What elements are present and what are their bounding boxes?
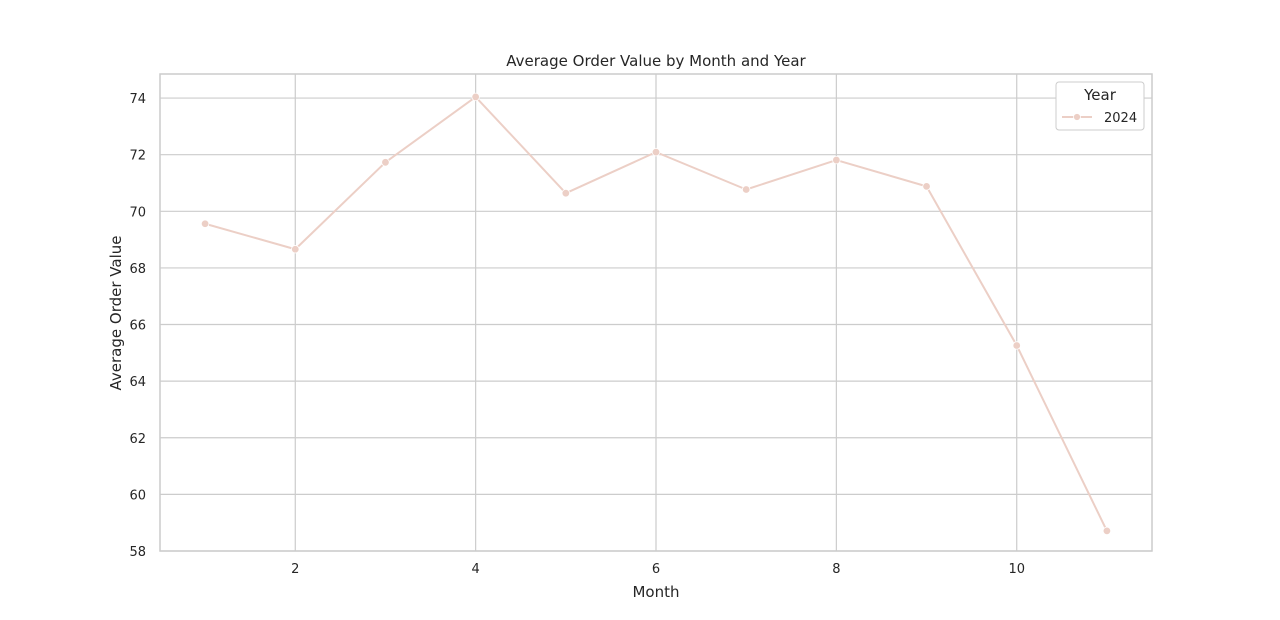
data-point-2024-1 [200, 219, 210, 228]
legend-title: Year [1083, 86, 1117, 104]
y-tick-label-62: 62 [129, 432, 146, 447]
data-point-2024-6 [651, 147, 661, 157]
data-point-2024-10 [1012, 341, 1021, 350]
data-point-2024-2 [291, 245, 300, 254]
data-point-2024-9 [922, 182, 931, 191]
y-tick-label-60: 60 [129, 488, 146, 503]
legend-marker-2024 [1073, 113, 1081, 121]
y-tick-label-70: 70 [129, 205, 146, 220]
y-tick-label-74: 74 [129, 92, 146, 107]
data-point-2024-5 [561, 188, 571, 198]
x-axis-title: Month [632, 583, 679, 601]
x-tick-label-4: 4 [471, 562, 479, 577]
x-tick-label-10: 10 [1008, 562, 1025, 577]
series-layer [200, 92, 1112, 536]
plot-frame [159, 73, 1153, 552]
data-point-2024-8 [832, 155, 841, 165]
x-tick-label-8: 8 [832, 562, 840, 577]
data-point-2024-11 [1102, 526, 1112, 536]
data-point-2024-3 [381, 158, 390, 167]
legend-label-2024: 2024 [1104, 111, 1137, 126]
legend: Year 2024 [1055, 81, 1145, 131]
y-tick-labels: 58 60 62 64 66 68 70 72 74 [129, 92, 146, 560]
y-tick-label-66: 66 [129, 319, 146, 334]
data-point-2024-7 [741, 185, 751, 194]
x-tick-label-6: 6 [652, 562, 660, 577]
chart-title: Average Order Value by Month and Year [506, 52, 806, 70]
x-tick-labels: 2 4 6 8 10 [291, 562, 1025, 577]
data-point-2024-4 [471, 92, 480, 102]
y-gridlines [160, 97, 1152, 552]
y-tick-label-68: 68 [129, 262, 146, 277]
y-axis-title: Average Order Value [107, 236, 125, 391]
y-tick-label-58: 58 [129, 545, 146, 560]
y-tick-label-72: 72 [129, 149, 146, 164]
x-tick-label-2: 2 [291, 562, 299, 577]
y-tick-label-64: 64 [129, 375, 146, 390]
